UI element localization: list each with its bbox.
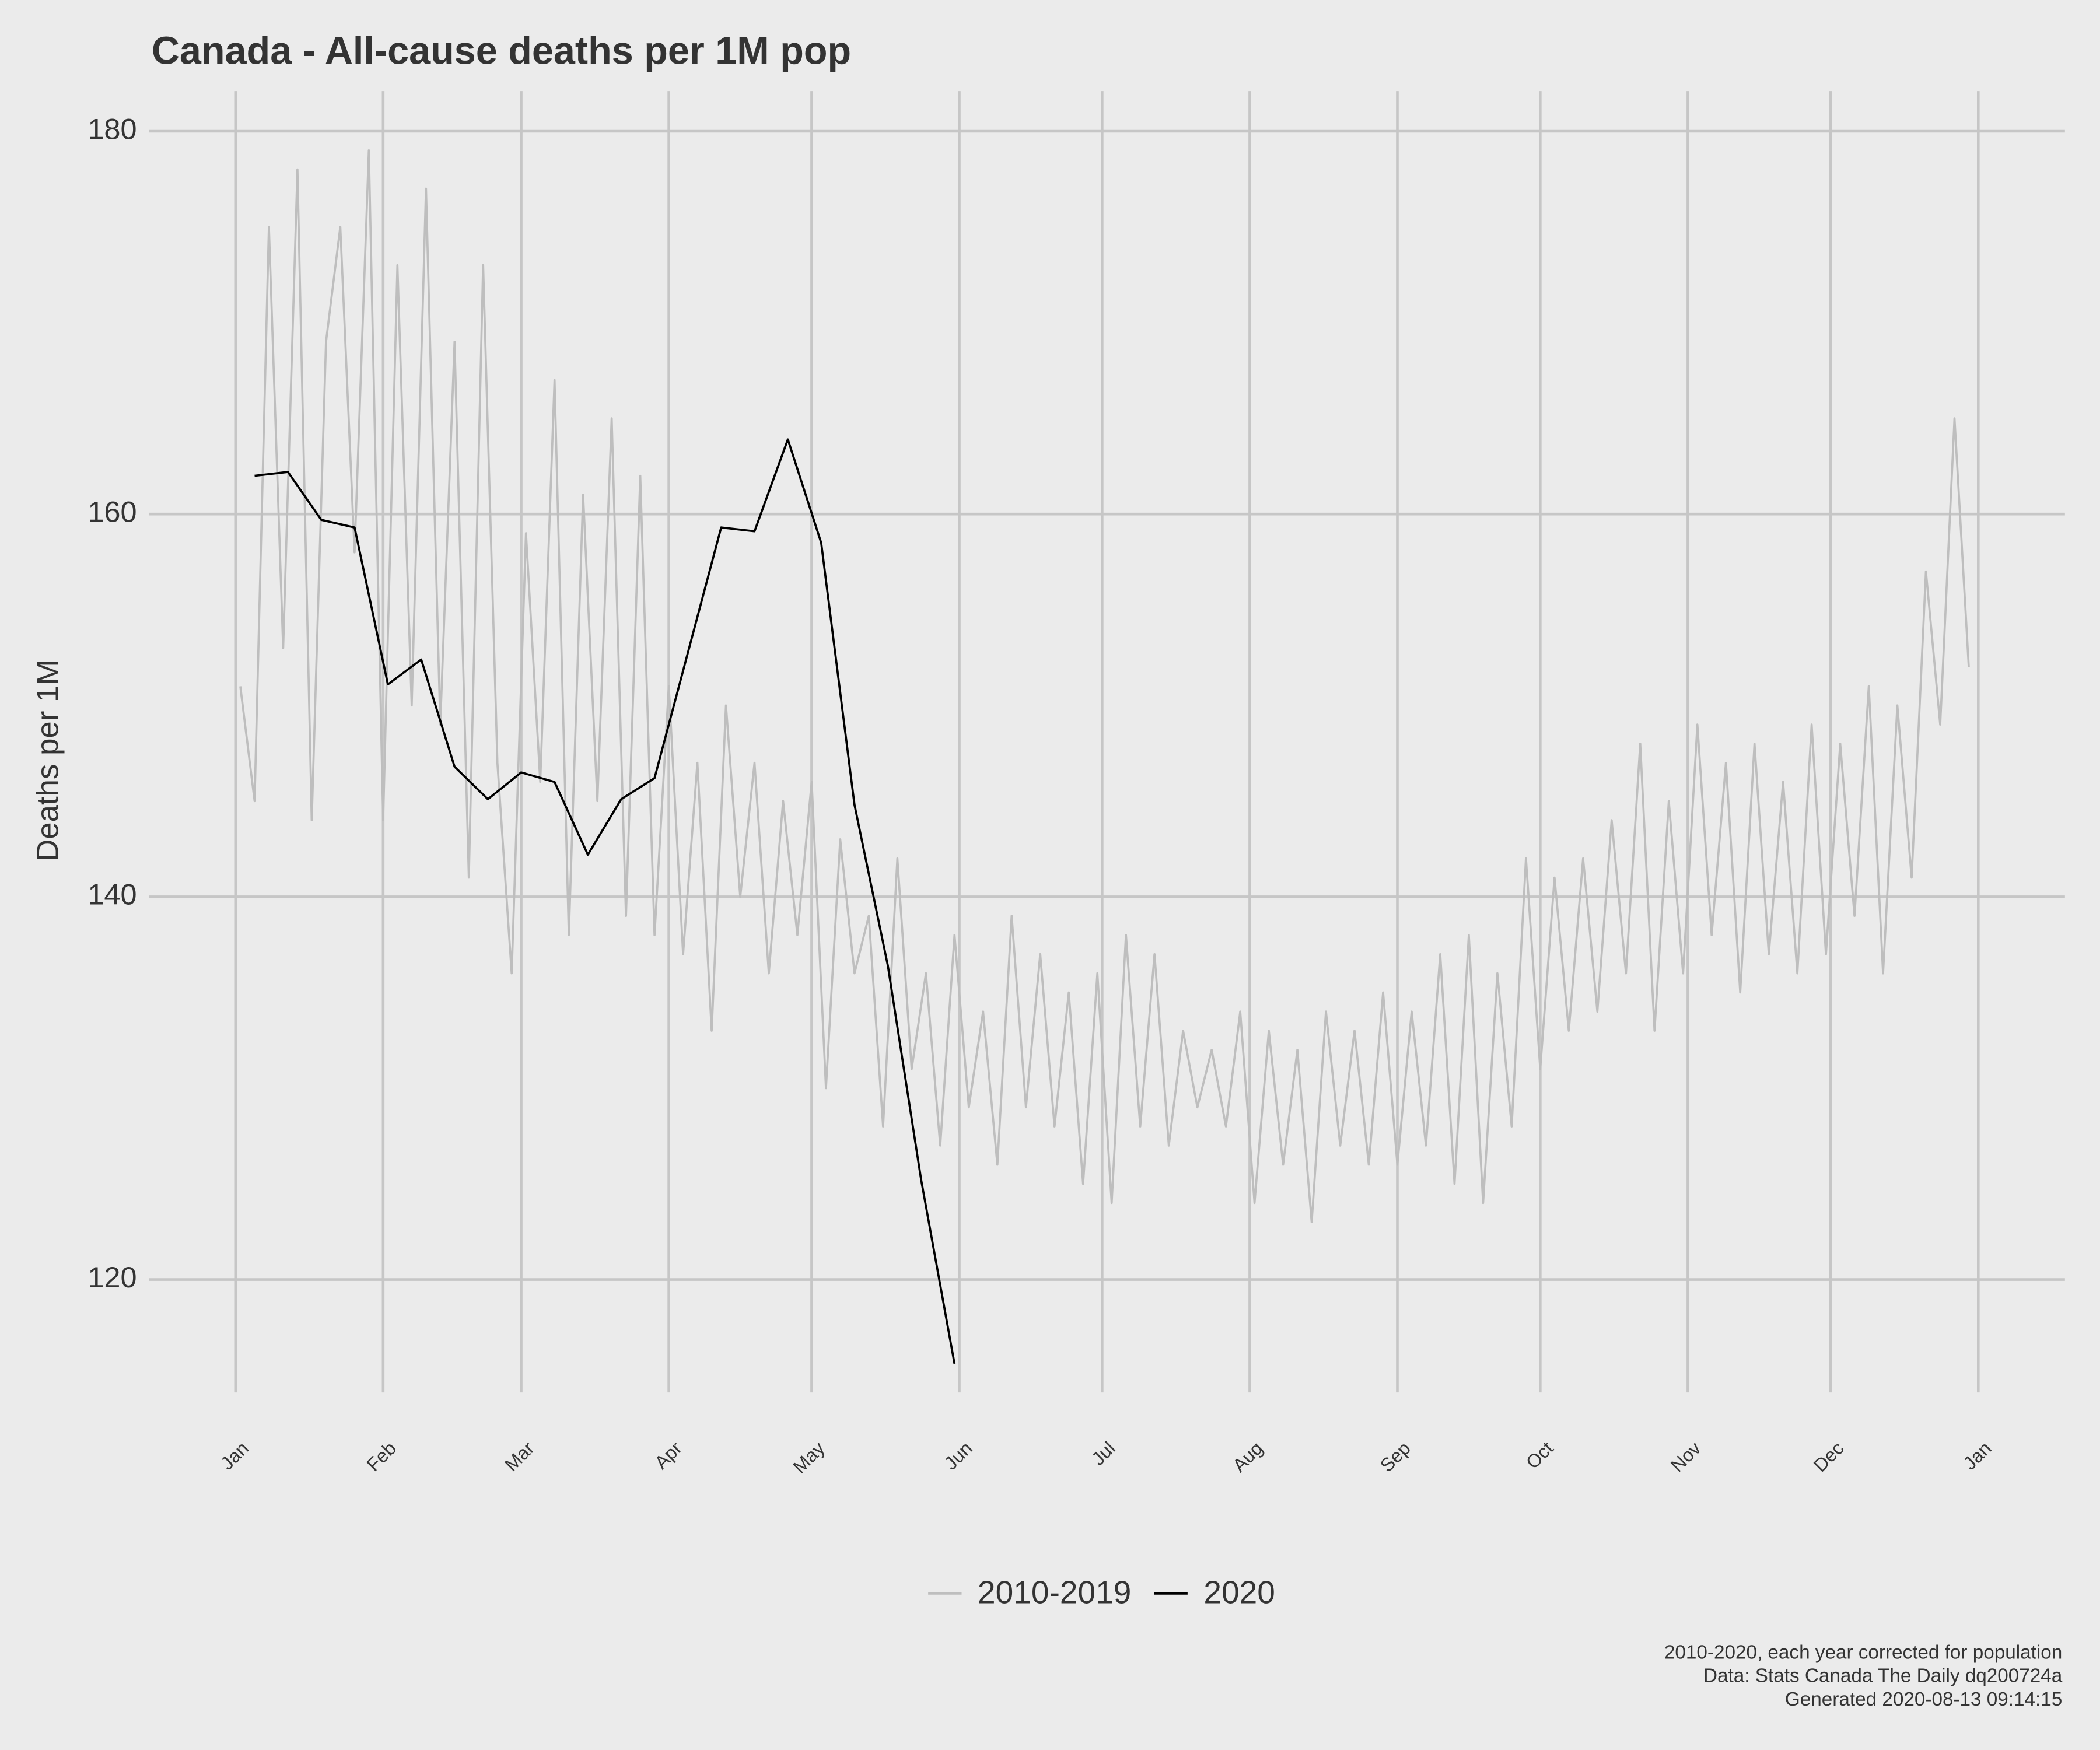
legend-label: 2010-2019 [978, 1574, 1131, 1610]
y-tick-label: 120 [88, 1261, 136, 1294]
caption: 2010-2020, each year corrected for popul… [1664, 1642, 2062, 1664]
series-line [239, 149, 1970, 1223]
caption: Data: Stats Canada The Daily dq200724a [1703, 1665, 2063, 1687]
y-tick-label: 180 [88, 112, 136, 145]
y-tick-label: 160 [88, 495, 136, 528]
y-tick-label: 140 [88, 878, 136, 911]
y-axis-label: Deaths per 1M [30, 660, 65, 862]
chart-title: Canada - All-cause deaths per 1M pop [152, 29, 851, 72]
series-line [254, 438, 956, 1364]
legend-label: 2020 [1203, 1574, 1275, 1610]
caption: Generated 2020-08-13 09:14:15 [1785, 1689, 2062, 1710]
